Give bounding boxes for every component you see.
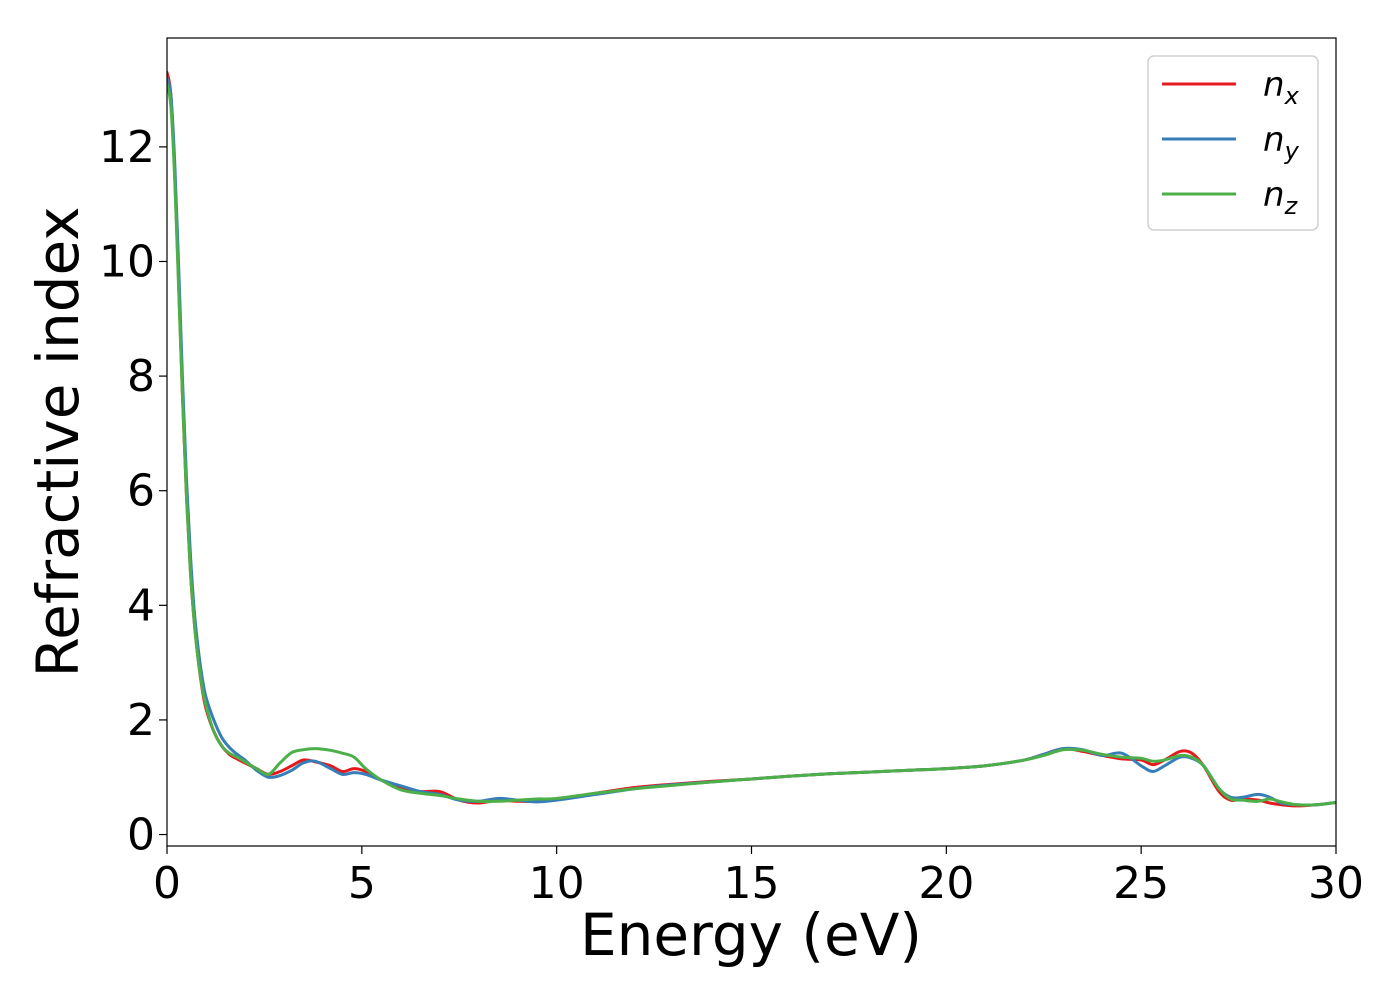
x-tick-label: 30 [1308, 858, 1364, 909]
y-tick-label: 0 [127, 810, 155, 861]
x-tick-label: 20 [918, 858, 974, 909]
x-tick-label: 0 [153, 858, 181, 909]
legend-box [1147, 55, 1319, 231]
series-layer [167, 70, 1336, 808]
x-axis-label: Energy (eV) [580, 901, 922, 969]
x-tick-label: 25 [1113, 858, 1169, 909]
x-tick-label: 10 [529, 858, 585, 909]
legend: nx ny nz [1147, 55, 1319, 231]
y-tick-label: 10 [99, 236, 155, 287]
series-line-nz [167, 82, 1336, 807]
x-tick-label: 5 [348, 858, 376, 909]
y-axis-ticks: 0 2 4 6 8 10 12 [99, 122, 167, 861]
y-tick-label: 4 [127, 580, 155, 631]
y-tick-label: 12 [99, 122, 155, 173]
legend-label-nz: nz [1263, 175, 1299, 220]
plot-background [167, 38, 1336, 846]
legend-label-nx: nx [1263, 65, 1300, 110]
y-tick-label: 2 [127, 695, 155, 746]
x-axis-ticks: 0 5 10 15 20 25 30 [153, 846, 1364, 909]
x-tick-label: 15 [724, 858, 780, 909]
legend-label-ny: ny [1263, 120, 1300, 165]
y-tick-label: 8 [127, 351, 155, 402]
y-tick-label: 6 [127, 466, 155, 517]
y-axis-label: Refractive index [24, 206, 92, 677]
